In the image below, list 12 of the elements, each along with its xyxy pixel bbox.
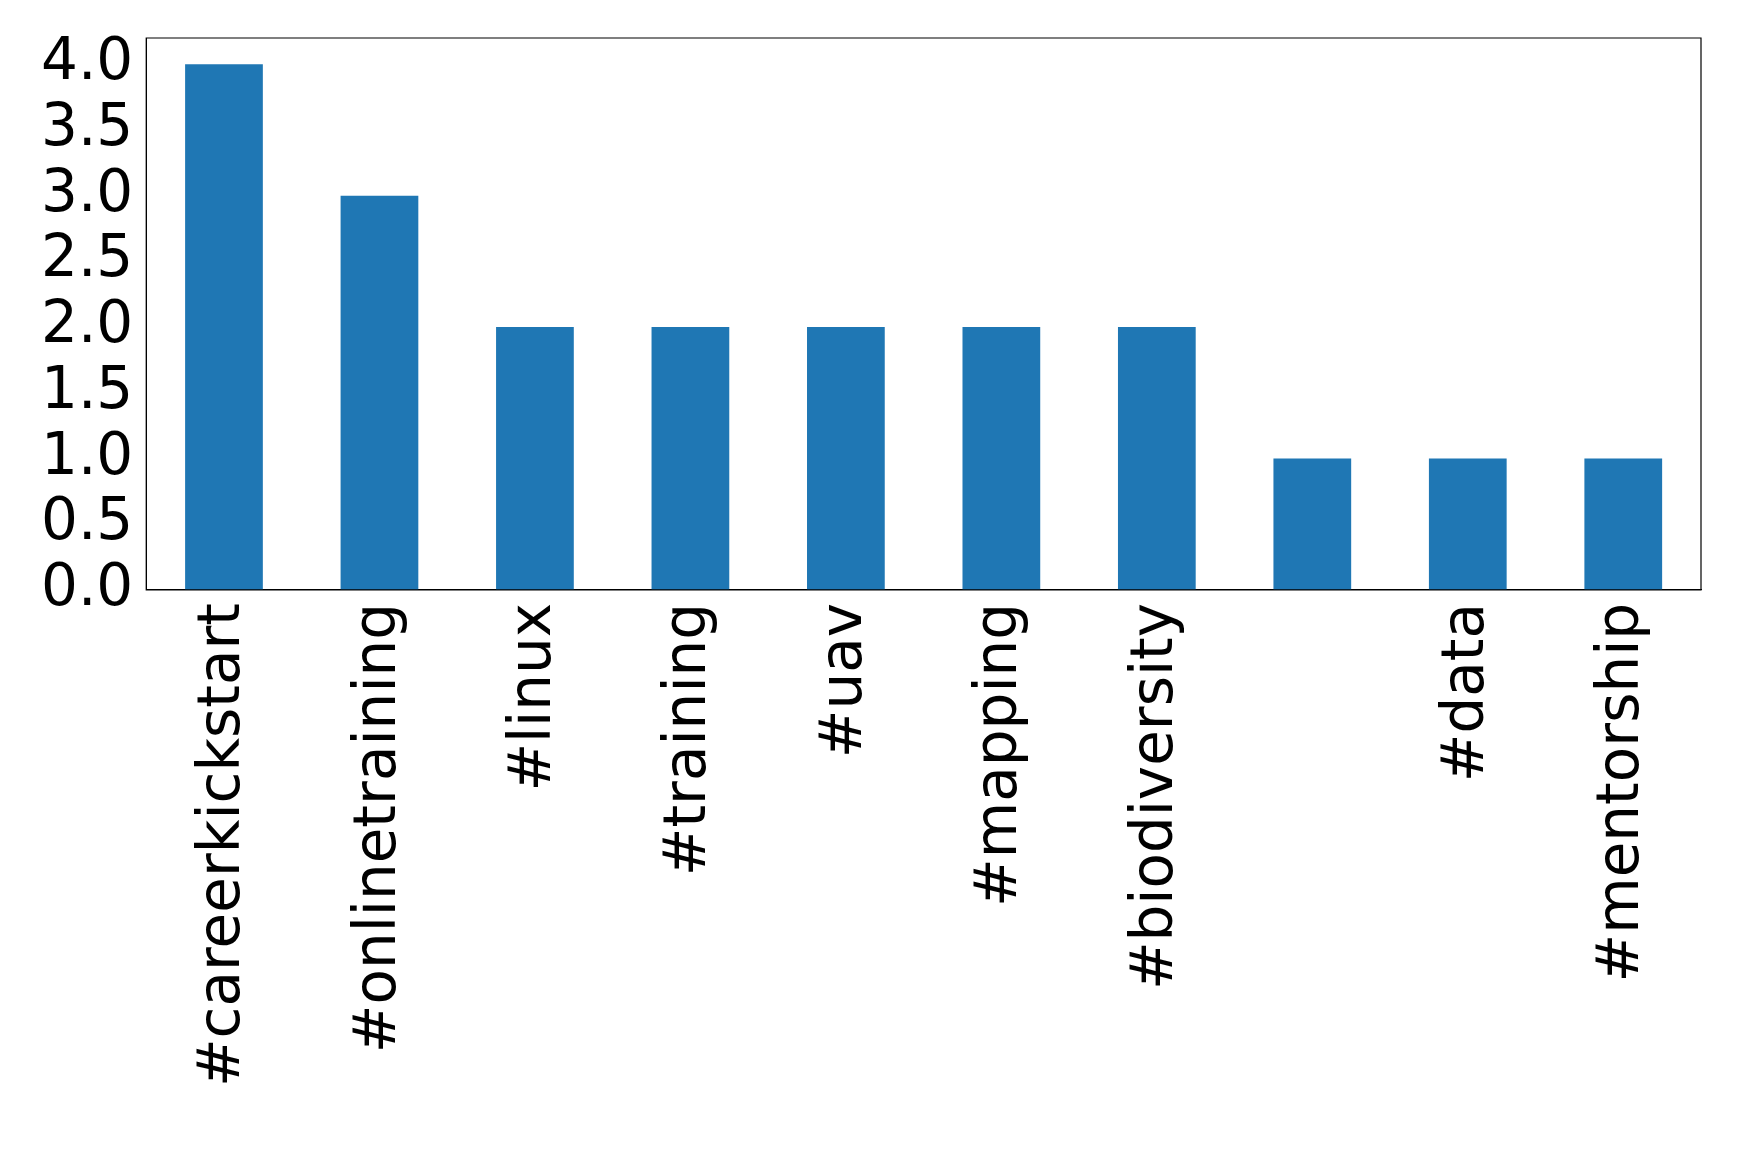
x-tick-label: #uav [806,602,875,759]
y-tick-label: 1.0 [40,419,134,488]
x-tick-label: #mentorship [1584,602,1653,983]
x-tick-label: #data [1428,602,1497,783]
x-tick-label: #training [651,602,720,877]
x-tick-label: #onlinetraining [340,602,409,1054]
x-tick-label: #mapping [962,602,1031,907]
x-tick-label: #careerkickstart [185,602,254,1088]
y-tick-label: 4.0 [40,25,134,94]
x-tick-label: #biodiversity [1117,602,1186,991]
x-tick-label: #linux [495,602,564,792]
y-tick-label: 2.5 [40,222,134,291]
